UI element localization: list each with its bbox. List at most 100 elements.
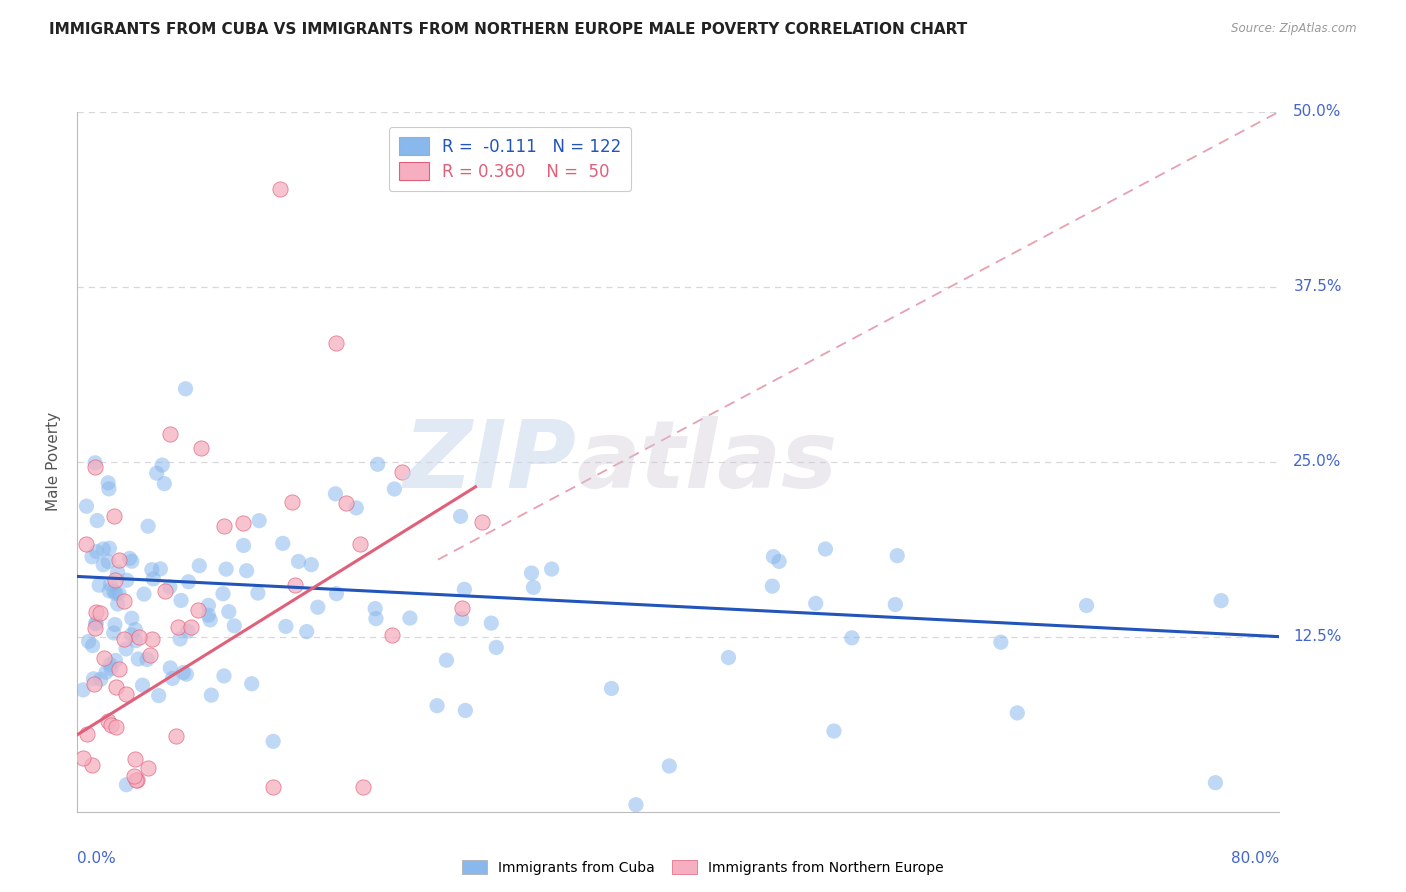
Point <box>761 579 783 593</box>
Point <box>367 458 389 472</box>
Point <box>136 652 159 666</box>
Point <box>145 466 167 480</box>
Point <box>107 565 129 579</box>
Point <box>335 496 357 510</box>
Point <box>89 606 111 620</box>
Point <box>436 653 458 667</box>
Point <box>177 574 200 589</box>
Point <box>271 536 294 550</box>
Point <box>148 689 170 703</box>
Point <box>90 673 112 687</box>
Point <box>108 553 131 567</box>
Point <box>84 616 107 631</box>
Point <box>1076 599 1098 613</box>
Point <box>381 628 404 642</box>
Point <box>103 584 125 599</box>
Point <box>76 726 98 740</box>
Point <box>150 458 173 472</box>
Text: atlas: atlas <box>576 416 838 508</box>
Point <box>454 703 477 717</box>
Legend: Immigrants from Cuba, Immigrants from Northern Europe: Immigrants from Cuba, Immigrants from No… <box>457 855 949 880</box>
Point <box>159 426 181 441</box>
Point <box>170 593 193 607</box>
Point <box>295 624 318 639</box>
Point <box>107 662 129 676</box>
Point <box>451 600 474 615</box>
Point <box>1204 775 1226 789</box>
Point <box>75 537 97 551</box>
Point <box>153 583 176 598</box>
Point <box>139 648 162 662</box>
Point <box>190 441 212 455</box>
Point <box>115 573 138 587</box>
Point <box>187 603 209 617</box>
Point <box>93 541 115 556</box>
Point <box>100 662 122 676</box>
Point <box>600 681 623 696</box>
Point <box>232 516 254 530</box>
Point <box>97 482 120 496</box>
Point <box>841 631 863 645</box>
Point <box>72 682 94 697</box>
Point <box>83 676 105 690</box>
Point <box>299 558 322 572</box>
Text: IMMIGRANTS FROM CUBA VS IMMIGRANTS FROM NORTHERN EUROPE MALE POVERTY CORRELATION: IMMIGRANTS FROM CUBA VS IMMIGRANTS FROM … <box>49 22 967 37</box>
Point <box>84 605 107 619</box>
Point <box>97 555 120 569</box>
Point <box>344 500 367 515</box>
Point <box>121 611 143 625</box>
Point <box>274 619 297 633</box>
Point <box>382 482 405 496</box>
Point <box>159 661 181 675</box>
Point <box>83 460 105 475</box>
Point <box>136 519 159 533</box>
Point <box>127 652 149 666</box>
Point <box>104 617 127 632</box>
Text: 0.0%: 0.0% <box>77 851 117 865</box>
Point <box>174 382 197 396</box>
Point <box>98 541 121 556</box>
Point <box>118 551 141 566</box>
Point <box>212 519 235 533</box>
Point <box>364 601 387 615</box>
Point <box>165 729 187 743</box>
Point <box>86 544 108 558</box>
Point <box>104 574 127 588</box>
Point <box>125 773 148 788</box>
Point <box>77 634 100 648</box>
Point <box>94 665 117 680</box>
Point <box>212 587 235 601</box>
Point <box>269 181 291 195</box>
Point <box>804 596 827 610</box>
Point <box>884 598 907 612</box>
Point <box>128 630 150 644</box>
Point <box>197 608 219 623</box>
Point <box>262 780 284 794</box>
Point <box>235 564 257 578</box>
Point <box>125 633 148 648</box>
Point <box>142 572 165 586</box>
Point <box>72 751 94 765</box>
Point <box>246 586 269 600</box>
Point <box>262 734 284 748</box>
Point <box>97 714 120 728</box>
Point <box>624 797 647 812</box>
Point <box>98 583 121 598</box>
Point <box>471 515 494 529</box>
Point <box>540 562 562 576</box>
Point <box>98 657 121 672</box>
Point <box>121 554 143 568</box>
Point <box>990 635 1012 649</box>
Point <box>149 562 172 576</box>
Point <box>82 672 104 686</box>
Point <box>114 594 136 608</box>
Point <box>762 549 785 564</box>
Point <box>100 717 122 731</box>
Point <box>86 514 108 528</box>
Point <box>82 639 104 653</box>
Point <box>76 499 98 513</box>
Point <box>198 613 221 627</box>
Point <box>325 487 347 501</box>
Point <box>84 616 107 631</box>
Point <box>82 758 104 772</box>
